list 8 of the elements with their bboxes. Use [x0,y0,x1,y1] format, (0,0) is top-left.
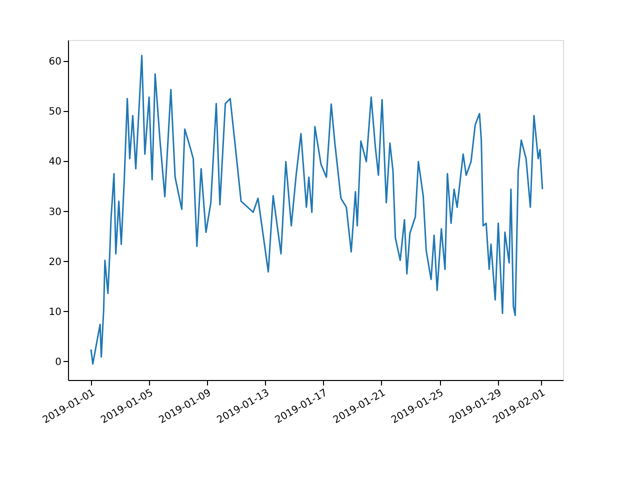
y-tick-label: 40 [48,156,62,168]
y-tick-label: 10 [48,306,62,318]
y-tick-label: 50 [48,106,62,118]
y-tick-label: 30 [48,206,62,218]
y-tick-label: 20 [48,256,62,268]
y-tick-label: 0 [55,356,62,368]
line-series [90,54,544,365]
y-tick-label: 60 [48,56,62,68]
